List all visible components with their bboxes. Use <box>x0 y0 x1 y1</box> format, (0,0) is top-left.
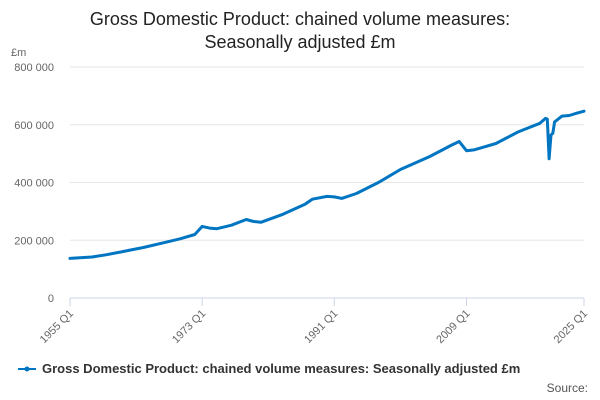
y-tick-label: 600 000 <box>14 120 54 132</box>
x-tick-label: 1991 Q1 <box>302 308 340 346</box>
chart-title: Gross Domestic Product: chained volume m… <box>0 8 600 54</box>
y-axis-unit-label: £m <box>11 47 26 59</box>
gridlines <box>70 66 584 241</box>
y-tick-label: 200 000 <box>14 235 54 247</box>
legend-marker-icon <box>24 366 30 372</box>
axes: 0 200 000 400 000 600 000 800 000 £m 1955 Q1 19… <box>11 47 590 346</box>
x-tick-label: 1955 Q1 <box>38 308 76 346</box>
series-line[interactable] <box>68 109 586 260</box>
y-tick-label: 800 000 <box>14 62 54 74</box>
x-tick-label: 1973 Q1 <box>170 308 208 346</box>
source-label: Source: <box>547 381 588 395</box>
series-layer <box>68 109 586 260</box>
chart-title-line-2: Seasonally adjusted £m <box>204 32 396 52</box>
chart-title-line-1: Gross Domestic Product: chained volume m… <box>89 9 511 29</box>
legend[interactable]: Gross Domestic Product: chained volume m… <box>18 361 588 395</box>
y-tick-label: 400 000 <box>14 178 54 190</box>
x-tick-label: 2009 Q1 <box>434 308 472 346</box>
x-tick-label: 2025 Q1 <box>552 308 590 346</box>
legend-item-label[interactable]: Gross Domestic Product: chained volume m… <box>42 361 520 376</box>
y-tick-label: 0 <box>48 293 54 305</box>
